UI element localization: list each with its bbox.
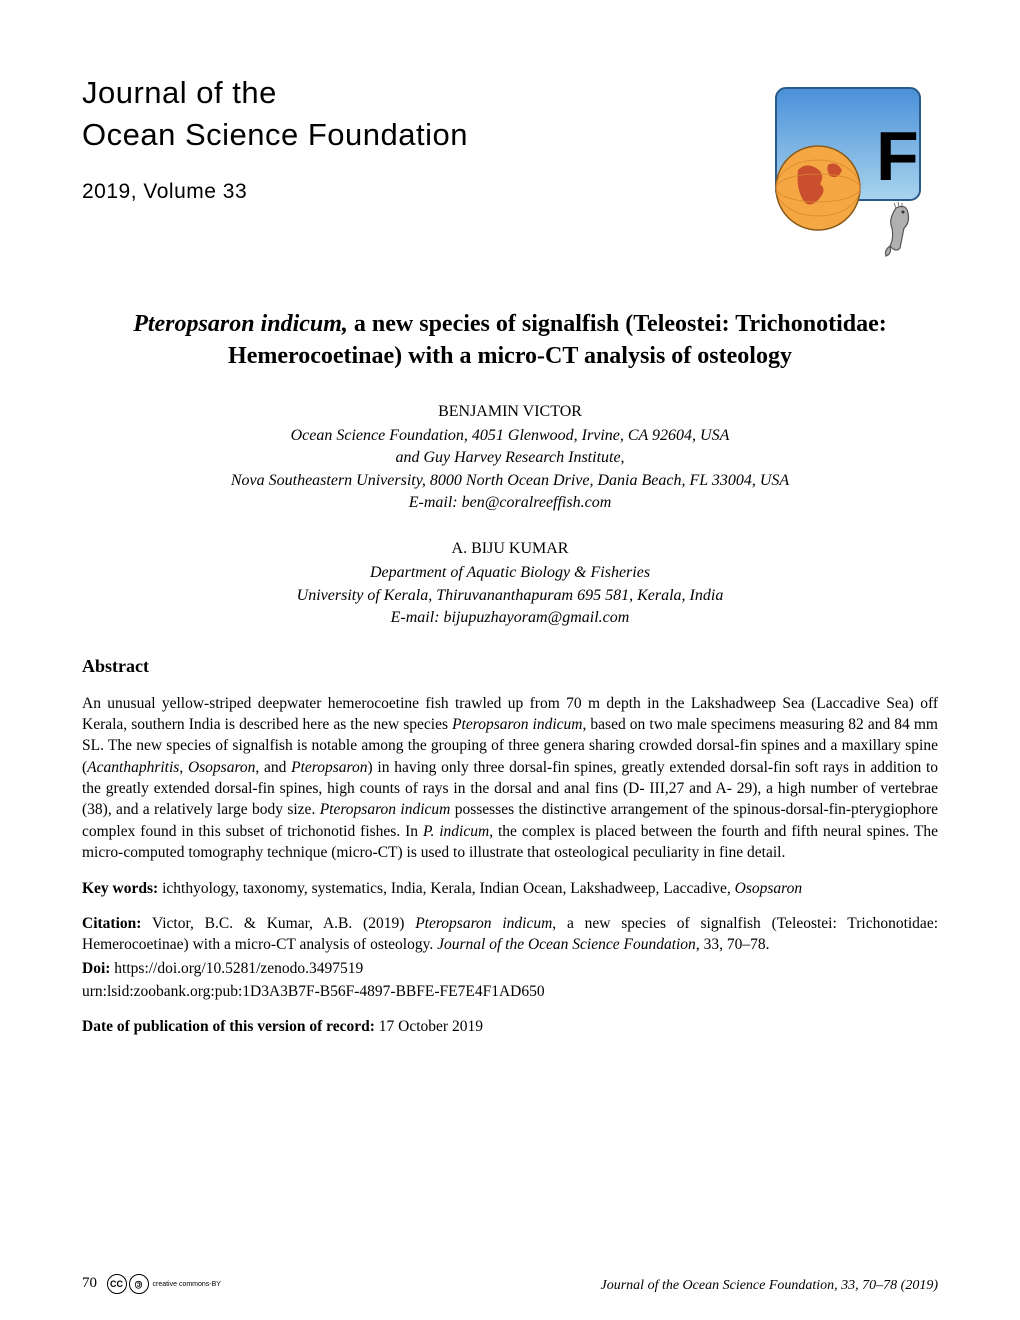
doi-text: Doi: https://doi.org/10.5281/zenodo.3497…: [82, 958, 938, 979]
cc-license-icon: CC 🄯 creative commons-BY: [107, 1274, 221, 1294]
journal-logo: F: [758, 80, 938, 260]
author-affil-2b: University of Kerala, Thiruvananthapuram…: [82, 585, 938, 607]
author-name-2: A. BIJU KUMAR: [82, 540, 938, 558]
journal-header: Journal of the Ocean Science Foundation …: [82, 72, 938, 260]
author-affil-2a: Department of Aquatic Biology & Fisherie…: [82, 562, 938, 584]
journal-title-line2: Ocean Science Foundation: [82, 114, 468, 156]
page-footer: 70 CC 🄯 creative commons-BY Journal of t…: [82, 1274, 938, 1294]
author-email-2: E-mail: bijupuzhayoram@gmail.com: [82, 607, 938, 629]
author-block-1: BENJAMIN VICTOR Ocean Science Foundation…: [82, 403, 938, 515]
urn-text: urn:lsid:zoobank.org:pub:1D3A3B7F-B56F-4…: [82, 981, 938, 1002]
author-affil-1c: Nova Southeastern University, 8000 North…: [82, 470, 938, 492]
article-title: Pteropsaron indicum, a new species of si…: [82, 308, 938, 373]
author-name-1: BENJAMIN VICTOR: [82, 403, 938, 421]
author-email-1: E-mail: ben@coralreeffish.com: [82, 492, 938, 514]
author-block-2: A. BIJU KUMAR Department of Aquatic Biol…: [82, 540, 938, 629]
pubdate-text: Date of publication of this version of r…: [82, 1016, 938, 1037]
volume-info: 2019, Volume 33: [82, 180, 468, 204]
author-affil-1a: Ocean Science Foundation, 4051 Glenwood,…: [82, 425, 938, 447]
citation-text: Citation: Victor, B.C. & Kumar, A.B. (20…: [82, 913, 938, 956]
journal-title-line1: Journal of the: [82, 72, 468, 114]
author-affil-1b: and Guy Harvey Research Institute,: [82, 447, 938, 469]
page-number: 70: [82, 1275, 97, 1291]
svg-text:F: F: [876, 117, 919, 195]
title-species: Pteropsaron indicum,: [133, 311, 348, 337]
footer-left: 70 CC 🄯 creative commons-BY: [82, 1274, 221, 1294]
footer-citation: Journal of the Ocean Science Foundation,…: [601, 1278, 938, 1294]
abstract-heading: Abstract: [82, 656, 938, 677]
journal-title-block: Journal of the Ocean Science Foundation …: [82, 72, 468, 204]
abstract-text: An unusual yellow-striped deepwater heme…: [82, 693, 938, 864]
keywords-text: Key words: ichthyology, taxonomy, system…: [82, 878, 938, 899]
